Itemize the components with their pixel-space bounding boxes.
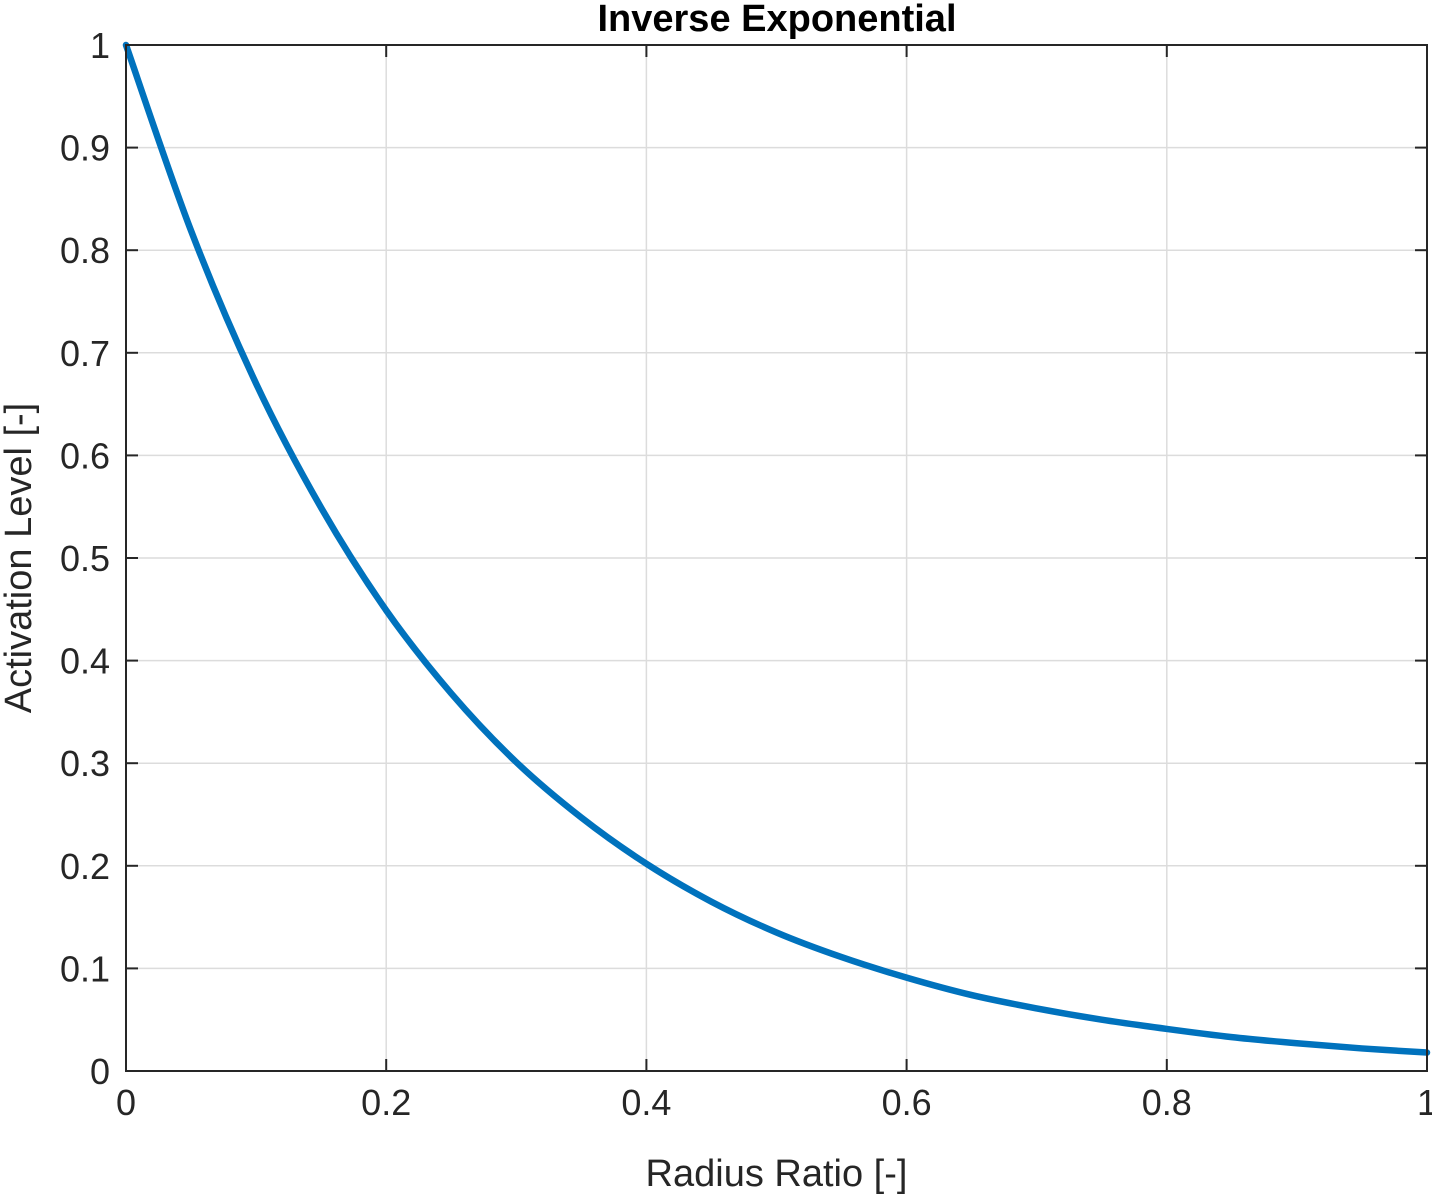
y-tick-label: 0.1 (60, 948, 110, 989)
y-tick-label: 1 (90, 25, 110, 66)
y-tick-label: 0.8 (60, 230, 110, 271)
x-tick-label: 1 (1417, 1082, 1432, 1123)
series-line (122, 41, 1431, 1056)
x-axis-label: Radius Ratio [-] (646, 1153, 908, 1195)
x-tick-label: 0 (116, 1082, 136, 1123)
y-tick-label: 0.7 (60, 333, 110, 374)
x-tick-label: 0.8 (1142, 1082, 1192, 1123)
ticks (125, 44, 1428, 1072)
y-tick-label: 0.5 (60, 538, 110, 579)
y-tick-label: 0.3 (60, 743, 110, 784)
y-tick-label: 0.4 (60, 641, 110, 682)
x-tick-label: 0.4 (621, 1082, 671, 1123)
tick-labels: 0 0.2 0.4 0.6 0.8 1 0 0.1 0.2 0.3 0.4 0.5 0.6 0.7 0.8 0… (60, 25, 1432, 1123)
x-tick-label: 0.6 (882, 1082, 932, 1123)
y-tick-label: 0.9 (60, 128, 110, 169)
x-tick-label: 0.2 (361, 1082, 411, 1123)
y-axis-label: Activation Level [-] (0, 403, 40, 713)
chart-title: Inverse Exponential (597, 0, 956, 40)
y-tick-label: 0.6 (60, 435, 110, 476)
y-tick-label: 0.2 (60, 846, 110, 887)
series-layer (122, 41, 1431, 1056)
y-tick-label: 0 (90, 1051, 110, 1092)
